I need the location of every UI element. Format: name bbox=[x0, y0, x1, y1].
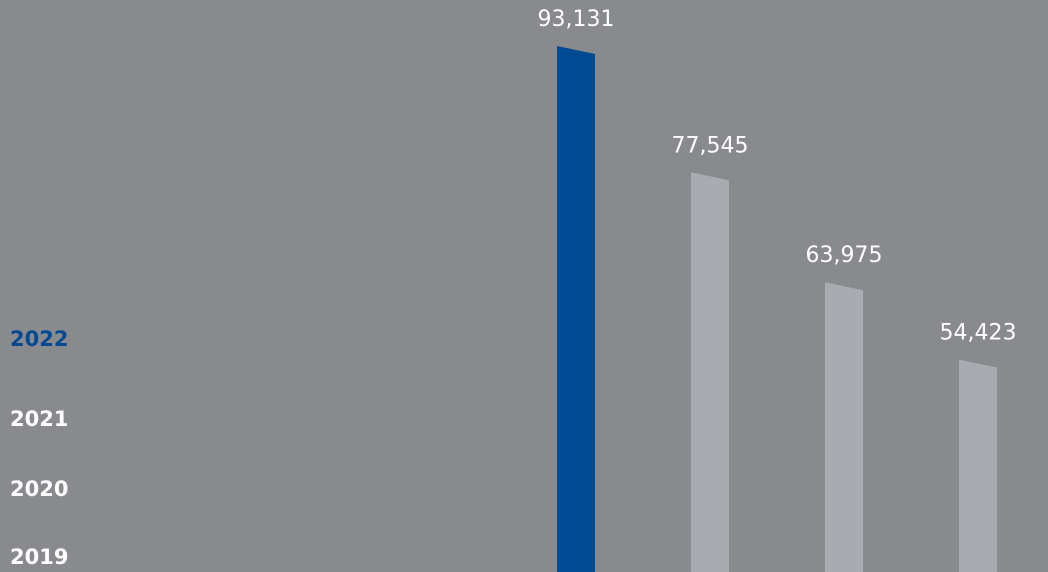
bar bbox=[557, 45, 595, 572]
bar bbox=[825, 282, 863, 572]
bar bbox=[691, 172, 729, 572]
year-label: 2019 bbox=[10, 545, 68, 569]
year-label: 2022 bbox=[10, 327, 68, 351]
value-label: 77,545 bbox=[672, 133, 749, 158]
year-label: 2021 bbox=[10, 407, 68, 431]
value-label: 63,975 bbox=[806, 243, 883, 268]
value-label: 54,423 bbox=[940, 321, 1017, 346]
value-label: 93,131 bbox=[538, 7, 615, 32]
year-label: 2020 bbox=[10, 477, 68, 501]
bar bbox=[959, 359, 997, 572]
